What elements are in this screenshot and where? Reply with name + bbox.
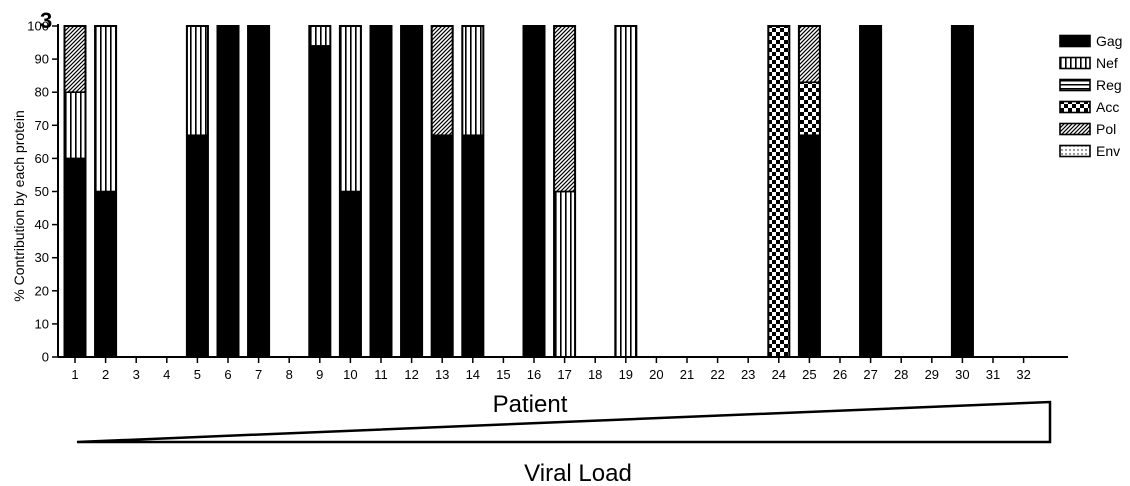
bar-segment-gag-patient-5 [186, 134, 209, 358]
y-tick-label: 40 [35, 217, 49, 232]
legend-label-gag: Gag [1096, 33, 1122, 49]
x-tick-label: 18 [588, 367, 602, 382]
x-tick-label: 3 [133, 367, 140, 382]
x-tick-label: 20 [649, 367, 663, 382]
y-tick-label: 70 [35, 118, 49, 133]
x-tick-label: 31 [986, 367, 1000, 382]
x-tick-label: 17 [557, 367, 571, 382]
bar-segment-nef-patient-1 [63, 91, 87, 160]
legend-swatch-gag [1059, 34, 1091, 48]
bar-segment-nef-patient-2 [94, 25, 117, 193]
bar-segment-nef-patient-9 [308, 25, 332, 47]
legend-swatch-pol [1059, 122, 1091, 136]
legend: Gag Nef Reg Acc Pol Env [1059, 33, 1122, 159]
x-tick-label: 29 [925, 367, 939, 382]
x-tick-label: 19 [619, 367, 633, 382]
bar-segment-pol-patient-25 [798, 25, 821, 84]
y-tick-label: 30 [35, 250, 49, 265]
bar-segment-gag-patient-25 [798, 134, 821, 358]
bar-segment-gag-patient-13 [430, 134, 454, 358]
x-tick-label: 13 [435, 367, 449, 382]
bars-layer [63, 25, 974, 358]
bar-segment-acc-patient-25 [798, 81, 821, 137]
bar-segment-nef-patient-19 [614, 25, 638, 358]
bar-segment-gag-patient-30 [951, 25, 974, 358]
bar-segment-acc-patient-24 [767, 25, 791, 358]
y-tick-label: 50 [35, 184, 49, 199]
bar-segment-gag-patient-6 [216, 25, 240, 358]
viral-load-wedge [76, 400, 1052, 444]
x-tick-label: 5 [194, 367, 201, 382]
x-tick-label: 8 [286, 367, 293, 382]
y-tick-label: 80 [35, 85, 49, 100]
bar-segment-gag-patient-10 [339, 190, 362, 358]
x-tick-label: 14 [466, 367, 480, 382]
viral-load-label: Viral Load [524, 460, 632, 486]
bar-segment-gag-patient-16 [522, 25, 546, 358]
bar-segment-gag-patient-1 [63, 157, 87, 358]
bar-segment-gag-patient-7 [247, 25, 270, 358]
legend-swatch-reg [1059, 78, 1091, 92]
bar-segment-nef-patient-5 [186, 25, 209, 137]
x-tick-label: 11 [374, 367, 388, 382]
y-tick-label: 60 [35, 151, 49, 166]
y-tick-label: 20 [35, 283, 49, 298]
legend-label-env: Env [1096, 143, 1120, 159]
x-tick-label: 25 [802, 367, 816, 382]
bar-segment-gag-patient-11 [369, 25, 393, 358]
bar-segment-gag-patient-2 [94, 190, 117, 358]
x-tick-label: 10 [343, 367, 357, 382]
x-tick-label: 21 [680, 367, 694, 382]
x-tick-label: 1 [71, 367, 78, 382]
x-tick-label: 22 [710, 367, 724, 382]
y-tick-label: 100 [27, 19, 49, 34]
panel-label: 3 [40, 8, 52, 33]
legend-label-nef: Nef [1096, 55, 1118, 71]
x-tick-label: 7 [255, 367, 262, 382]
bar-segment-gag-patient-12 [400, 25, 423, 358]
x-tick-label: 9 [316, 367, 323, 382]
x-axis: 1 2 3 4 5 6 7 8 9 10 11 12 13 14 15 16 17 18 19 20 21 22 23 24 2… [58, 356, 1068, 382]
x-tick-label: 24 [772, 367, 786, 382]
legend-label-acc: Acc [1096, 99, 1119, 115]
bar-segment-nef-patient-10 [339, 25, 362, 193]
bar-segment-gag-patient-27 [859, 25, 882, 358]
y-tick-label: 90 [35, 52, 49, 67]
x-tick-label: 27 [863, 367, 877, 382]
y-axis-title: % Contribution by each protein [11, 110, 27, 301]
x-axis-title: Patient [493, 391, 568, 418]
bar-segment-nef-patient-17 [553, 190, 576, 358]
legend-swatch-nef [1059, 56, 1091, 70]
x-tick-label: 15 [496, 367, 510, 382]
bar-segment-pol-patient-13 [430, 25, 454, 137]
bar-segment-pol-patient-17 [553, 25, 576, 193]
x-tick-label: 26 [833, 367, 847, 382]
x-tick-label: 30 [955, 367, 969, 382]
bar-segment-nef-patient-14 [461, 25, 485, 137]
legend-label-reg: Reg [1096, 77, 1122, 93]
legend-swatch-acc [1059, 100, 1091, 114]
legend-label-pol: Pol [1096, 121, 1116, 137]
bar-segment-gag-patient-9 [308, 45, 332, 358]
legend-swatch-env [1059, 144, 1091, 158]
y-tick-label: 10 [35, 316, 49, 331]
x-tick-label: 6 [224, 367, 231, 382]
x-tick-label: 28 [894, 367, 908, 382]
bar-segment-pol-patient-1 [63, 25, 87, 93]
x-tick-label: 23 [741, 367, 755, 382]
x-tick-label: 2 [102, 367, 109, 382]
y-tick-label: 0 [42, 350, 49, 365]
x-tick-label: 16 [527, 367, 541, 382]
x-tick-label: 32 [1016, 367, 1030, 382]
y-axis: 0 10 20 30 40 50 60 70 80 90 100 [27, 19, 59, 365]
x-tick-label: 12 [404, 367, 418, 382]
bar-segment-gag-patient-14 [461, 134, 485, 358]
x-tick-label: 4 [163, 367, 170, 382]
